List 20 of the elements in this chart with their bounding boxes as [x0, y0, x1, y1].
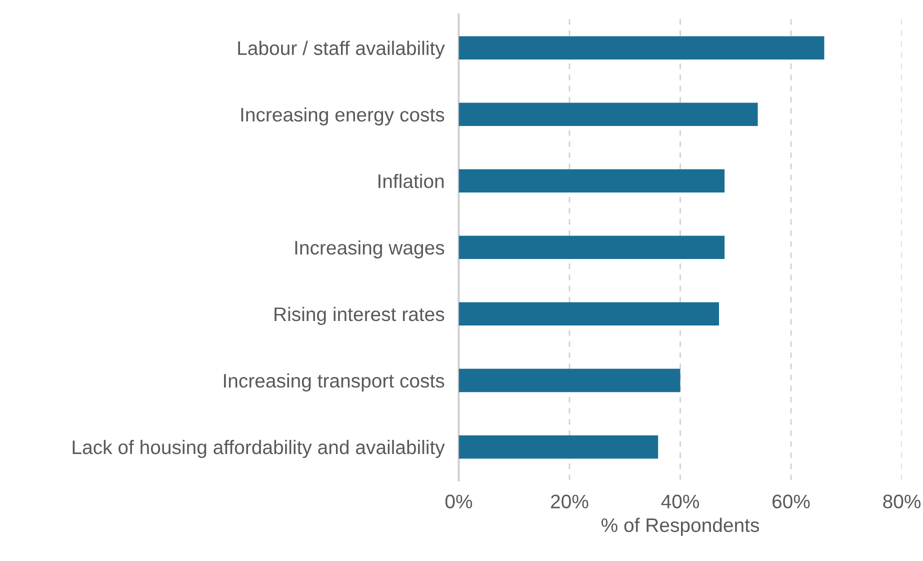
bar	[458, 102, 758, 126]
y-tick-label: Lack of housing affordability and availability	[72, 440, 445, 458]
y-tick-label: Inflation	[378, 174, 444, 188]
bar	[458, 236, 725, 260]
y-tick-label: Increasing transport costs	[224, 373, 444, 392]
bar	[458, 368, 680, 392]
x-tick-label: 80%	[883, 494, 921, 508]
x-tick-label: 40%	[661, 494, 700, 508]
y-tick-label: Labour / staff availability	[238, 40, 445, 59]
bar	[458, 36, 824, 60]
x-tick-label: 0%	[445, 494, 472, 508]
y-tick-label: Rising interest rates	[274, 306, 444, 325]
x-tick-label: 20%	[551, 494, 588, 508]
bar	[458, 435, 658, 459]
bar	[458, 302, 720, 326]
y-tick-label: Increasing energy costs	[241, 107, 444, 126]
bar	[458, 169, 725, 193]
x-tick-label: 60%	[772, 494, 810, 508]
y-tick-label: Increasing wages	[295, 240, 444, 258]
x-axis-title: % of Respondents	[602, 518, 760, 536]
